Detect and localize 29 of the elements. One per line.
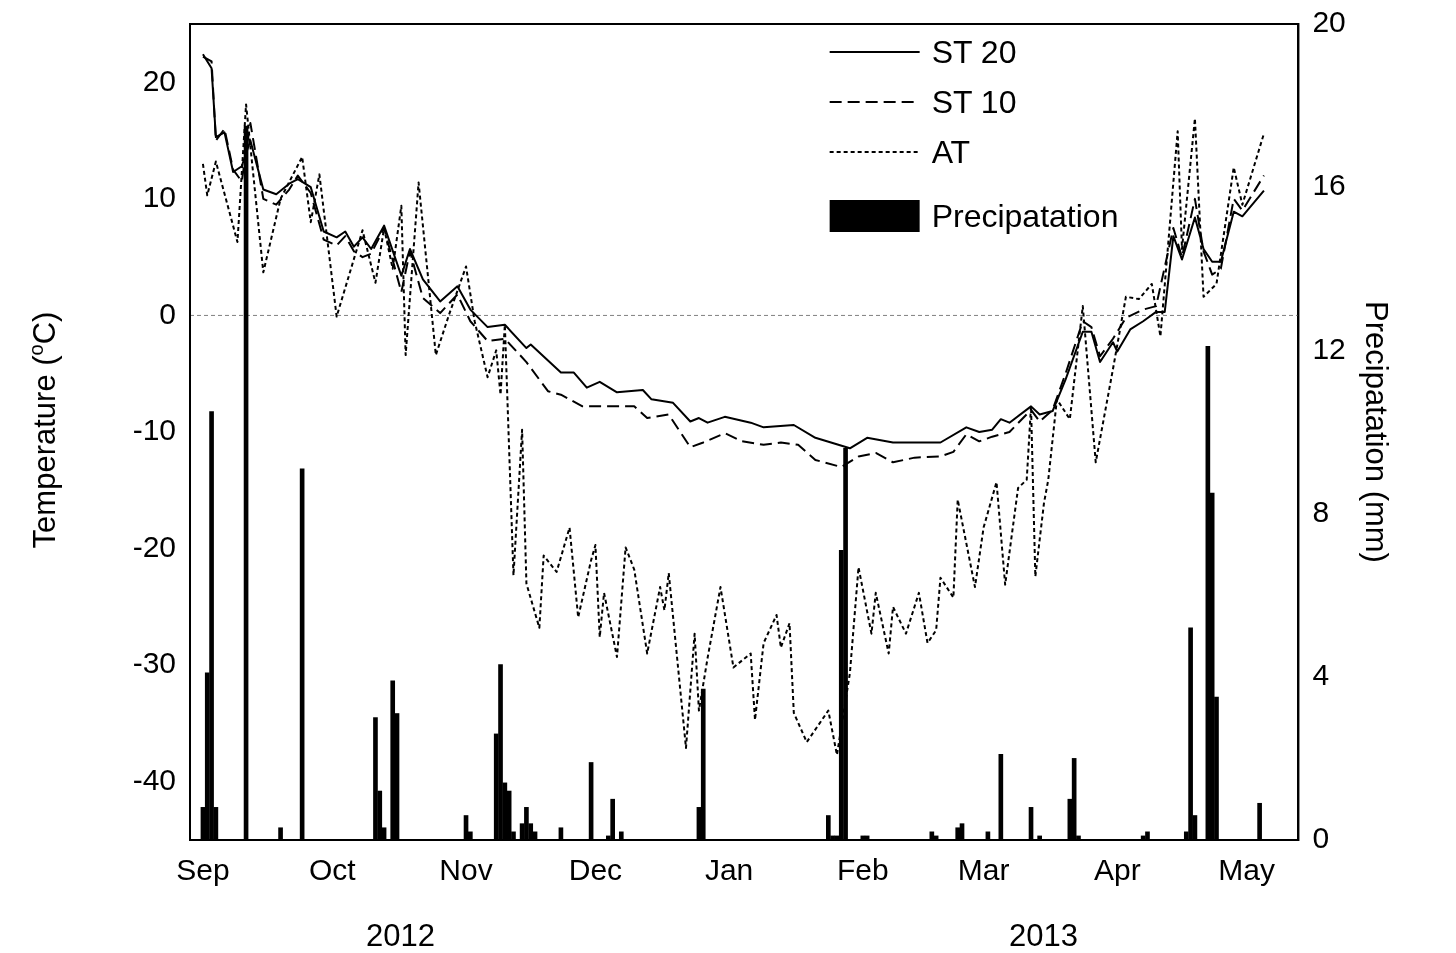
x-tick-label: Dec xyxy=(568,853,623,887)
y2-tick-label: 0 xyxy=(1312,821,1330,855)
x-tick-label: Jan xyxy=(704,853,754,887)
y2-tick-label: 4 xyxy=(1312,658,1330,692)
x-tick-label: Feb xyxy=(836,853,889,887)
y-tick-label: -10 xyxy=(132,413,176,447)
legend-label: Precipatation xyxy=(931,197,1119,234)
text: 2013 xyxy=(1009,918,1078,953)
y2-tick-label: 20 xyxy=(1312,5,1346,39)
x-tick-label: Oct xyxy=(308,853,357,887)
y-tick-label: -40 xyxy=(132,762,176,796)
y2-tick-label: 16 xyxy=(1312,168,1346,202)
x-tick-label: Mar xyxy=(957,853,1010,887)
text: 2012 xyxy=(366,918,436,953)
y-tick-label: 20 xyxy=(142,63,176,97)
legend-label: AT xyxy=(931,133,971,170)
x-tick-label: Nov xyxy=(439,853,493,887)
x-tick-label: Apr xyxy=(1093,853,1141,887)
y-tick-label: -30 xyxy=(132,646,176,680)
y-tick-label: 10 xyxy=(142,180,176,214)
y2-axis-title: Precipatation (mm) xyxy=(1358,301,1394,563)
y-tick-label: -20 xyxy=(132,529,176,563)
y2-tick-label: 12 xyxy=(1312,331,1346,365)
y2-tick-label: 8 xyxy=(1312,494,1330,528)
x-tick-label: May xyxy=(1218,853,1276,887)
y-tick-label: 0 xyxy=(159,296,176,330)
x-tick-label: Sep xyxy=(176,853,230,887)
legend-label: ST 10 xyxy=(931,83,1017,120)
legend-label: ST 20 xyxy=(931,33,1017,70)
